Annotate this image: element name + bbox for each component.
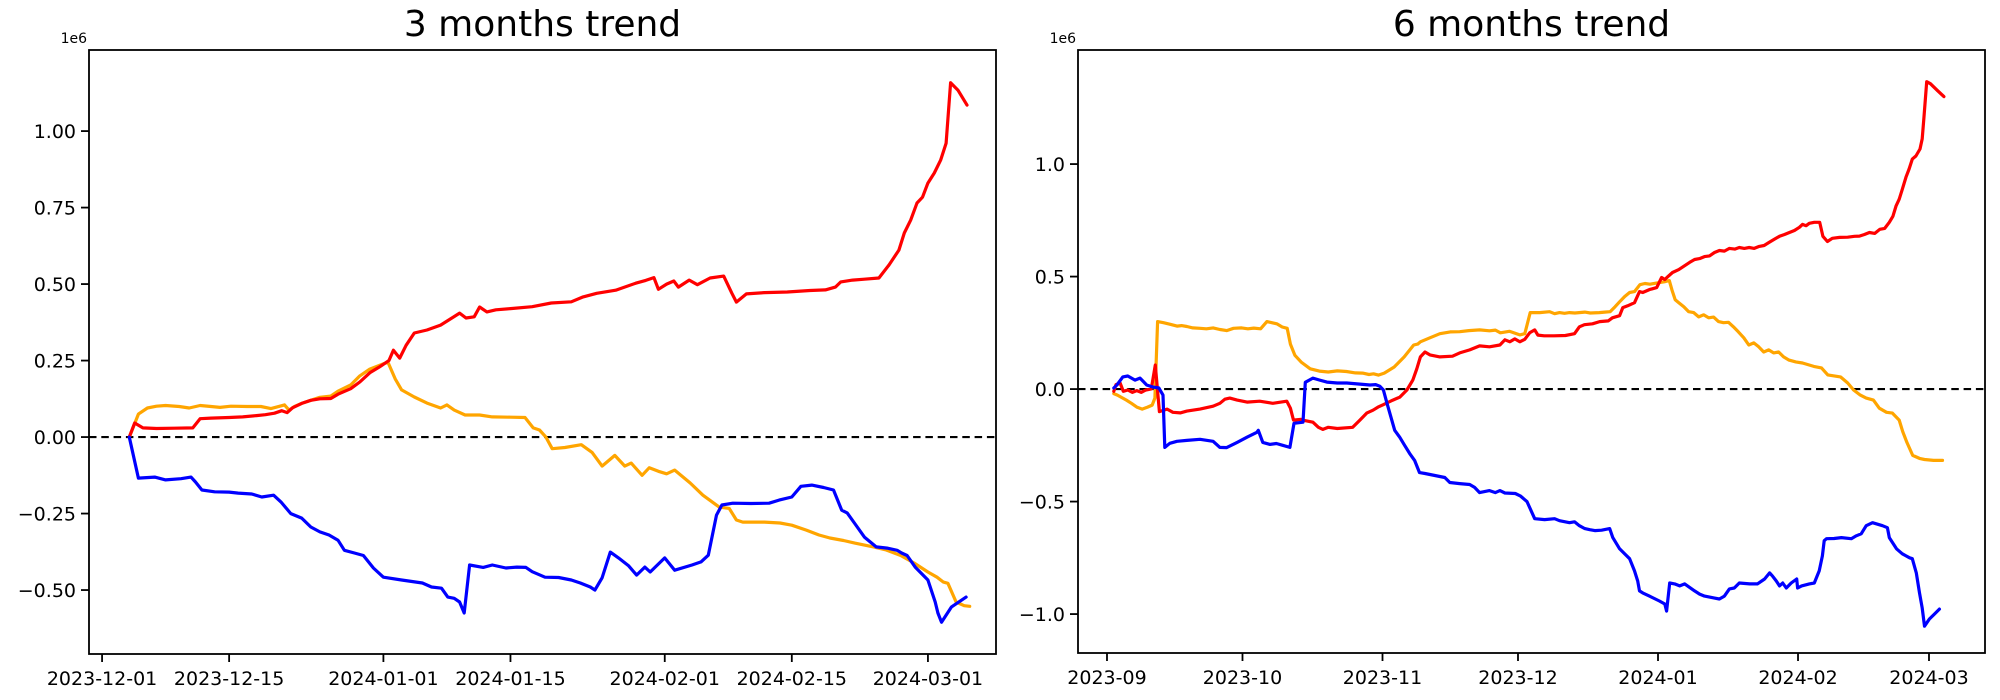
x-tick-label: 2024-02 <box>1758 667 1837 689</box>
y-tick-label: 0.5 <box>1035 267 1065 289</box>
y-tick-label: −1.0 <box>1019 604 1065 626</box>
y-tick-label: −0.50 <box>18 580 76 602</box>
y-tick-label: 0.50 <box>34 274 76 296</box>
chart-title: 3 months trend <box>404 4 681 45</box>
x-tick-label: 2024-01 <box>1618 667 1697 689</box>
y-tick-label: 0.25 <box>34 351 76 373</box>
x-tick-label: 2024-01-01 <box>328 668 438 690</box>
x-tick-label: 2024-02-01 <box>610 668 720 690</box>
y-tick-label: 0.0 <box>1035 379 1065 401</box>
y-tick-label: 1.00 <box>34 121 76 143</box>
axis-offset-label: 1e6 <box>61 31 88 47</box>
series-blue-line <box>127 435 968 624</box>
y-tick-label: −0.5 <box>1019 492 1065 514</box>
x-tick-label: 2024-02-15 <box>737 668 847 690</box>
chart-title: 6 months trend <box>1393 4 1670 45</box>
x-tick-label: 2024-03 <box>1889 667 1968 689</box>
plot-spines <box>1077 49 1986 654</box>
chart-1: 2023-12-01 2023-12-15 2024-01-01 2024-01-15… <box>18 4 997 690</box>
y-tick-label: −0.25 <box>18 504 76 526</box>
axis-offset-label: 1e6 <box>1050 31 1077 47</box>
chart-2: 2023-09 2023-10 2023-11 2023-12 2024-01 2024-… <box>1019 4 1986 689</box>
x-tick-label: 2023-11 <box>1343 667 1422 689</box>
x-tick-label: 2023-12-15 <box>174 668 284 690</box>
x-tick-label: 2024-01-15 <box>455 668 565 690</box>
series-red-line <box>1112 80 1946 431</box>
y-tick-label: 0.75 <box>34 198 76 220</box>
x-tick-label: 2023-09 <box>1067 667 1146 689</box>
x-tick-label: 2024-03-01 <box>873 668 983 690</box>
x-tick-label: 2023-12-01 <box>47 668 157 690</box>
series-orange-line <box>1112 279 1945 462</box>
y-tick-label: 0.00 <box>34 427 76 449</box>
series-blue-line <box>1112 374 1942 628</box>
plot-spines <box>88 49 997 655</box>
series-orange-line <box>127 360 972 608</box>
series-red-line <box>127 81 969 439</box>
x-tick-label: 2023-10 <box>1203 667 1282 689</box>
y-tick-label: 1.0 <box>1035 154 1065 176</box>
x-tick-label: 2023-12 <box>1478 667 1557 689</box>
